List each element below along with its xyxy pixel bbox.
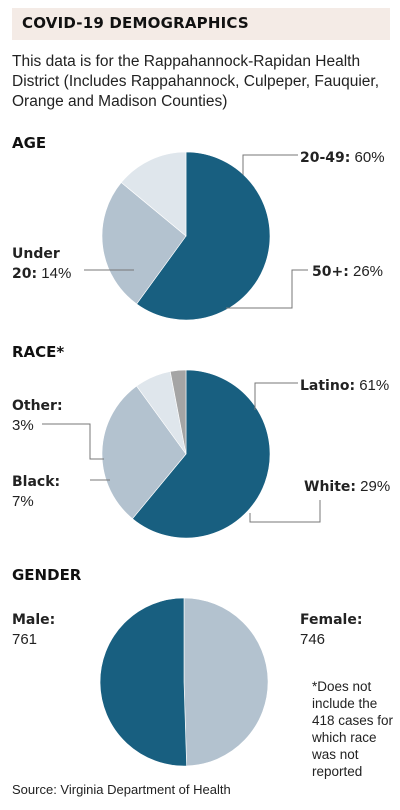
intro-text: This data is for the Rappahannock-Rapida… xyxy=(12,53,380,110)
race-label-latino-name: Latino: xyxy=(300,378,356,394)
race-label-black-name: Black: xyxy=(12,474,61,490)
footnote: *Does not include the 418 cases for whic… xyxy=(312,679,394,779)
page-title: COVID-19 DEMOGRAPHICS xyxy=(22,14,249,32)
gender-slice-male xyxy=(99,597,187,767)
age-label-50-plus-value: 26% xyxy=(352,263,384,280)
source-credit: Source: Virginia Department of Health xyxy=(12,782,231,797)
age-leader-20-49 xyxy=(242,154,298,175)
leader-lines xyxy=(42,154,321,523)
gender-label-male-value: 761 xyxy=(12,631,38,648)
race-label-other-name: Other: xyxy=(12,398,63,414)
race-label-black-value: 7% xyxy=(12,493,34,510)
race-label-white-name: White: xyxy=(304,479,356,495)
race-leader-latino xyxy=(254,382,298,410)
race-leader-other xyxy=(42,423,104,460)
age-label-50-plus: 50+: 26% xyxy=(312,262,383,282)
race-label-latino: Latino: 61% xyxy=(300,376,389,396)
race-leader-white xyxy=(249,500,321,523)
race-label-other-value: 3% xyxy=(12,417,34,434)
race-pie-chart xyxy=(101,369,271,539)
race-slice-latino xyxy=(132,369,271,539)
age-label-20-49-name: 20-49: xyxy=(300,150,351,166)
age-label-under-20-line1: Under xyxy=(12,246,60,262)
age-slice-50-plus xyxy=(101,182,187,305)
age-leader-50-plus xyxy=(226,269,308,309)
age-label-20-49-value: 60% xyxy=(354,149,385,166)
race-section-title: RACE* xyxy=(12,343,65,361)
race-label-white: White: 29% xyxy=(304,477,390,497)
title-banner: COVID-19 DEMOGRAPHICS xyxy=(12,8,390,40)
race-slice-white xyxy=(101,385,187,520)
age-label-50-plus-name: 50+: xyxy=(312,264,349,280)
race-label-black: Black: 7% xyxy=(12,472,60,511)
gender-label-male: Male: 761 xyxy=(12,610,55,649)
gender-section-title: GENDER xyxy=(12,566,82,584)
race-label-white-value: 29% xyxy=(360,478,391,495)
age-label-under-20: Under 20: 14% xyxy=(12,244,71,284)
age-label-under-20-name: 20: xyxy=(12,266,38,282)
age-slice-under-20 xyxy=(120,151,187,237)
gender-slice-female xyxy=(183,597,269,767)
race-slice-other xyxy=(169,369,187,455)
age-pie-chart xyxy=(101,151,271,321)
gender-label-male-name: Male: xyxy=(12,612,56,628)
age-label-20-49: 20-49: 60% xyxy=(300,148,385,168)
race-label-other: Other: 3% xyxy=(12,396,63,435)
gender-label-female: Female: 746 xyxy=(300,610,362,649)
gender-label-female-name: Female: xyxy=(300,612,363,628)
age-slice-20-49 xyxy=(136,151,271,321)
age-section-title: AGE xyxy=(12,134,47,152)
gender-pie-chart xyxy=(99,597,269,767)
gender-label-female-value: 746 xyxy=(300,631,326,648)
age-label-under-20-value: 14% xyxy=(41,265,72,282)
race-label-latino-value: 61% xyxy=(359,377,390,394)
